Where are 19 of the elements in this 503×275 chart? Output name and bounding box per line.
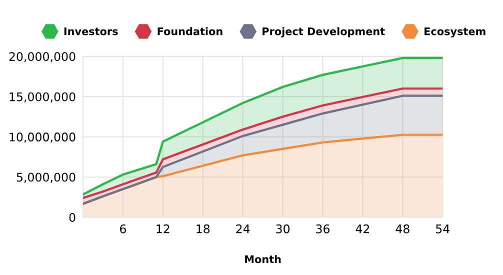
y-tick-label: 0 bbox=[69, 212, 76, 222]
y-tick-label: 5,000,000 bbox=[16, 172, 76, 183]
x-tick-label: 6 bbox=[120, 224, 126, 234]
legend-label: Ecosystem bbox=[424, 28, 486, 38]
x-tick-label: 54 bbox=[436, 224, 450, 234]
x-tick-label: 42 bbox=[356, 224, 370, 234]
legend-label: Foundation bbox=[158, 27, 222, 36]
y-tick-label: 20,000,000 bbox=[9, 52, 76, 62]
x-tick-label: 36 bbox=[316, 224, 330, 234]
x-tick-label: 18 bbox=[196, 224, 210, 234]
x-tick-label: 24 bbox=[236, 224, 250, 234]
x-axis-title: Month bbox=[245, 255, 281, 264]
x-tick-label: 30 bbox=[276, 224, 290, 234]
y-tick-label: 15,000,000 bbox=[10, 92, 76, 102]
x-tick-label: 48 bbox=[396, 224, 410, 234]
y-tick-label: 10,000,000 bbox=[10, 132, 76, 143]
legend-label: Project Development bbox=[262, 27, 385, 38]
legend-label: Investors bbox=[64, 28, 118, 36]
x-tick-label: 12 bbox=[156, 224, 170, 234]
